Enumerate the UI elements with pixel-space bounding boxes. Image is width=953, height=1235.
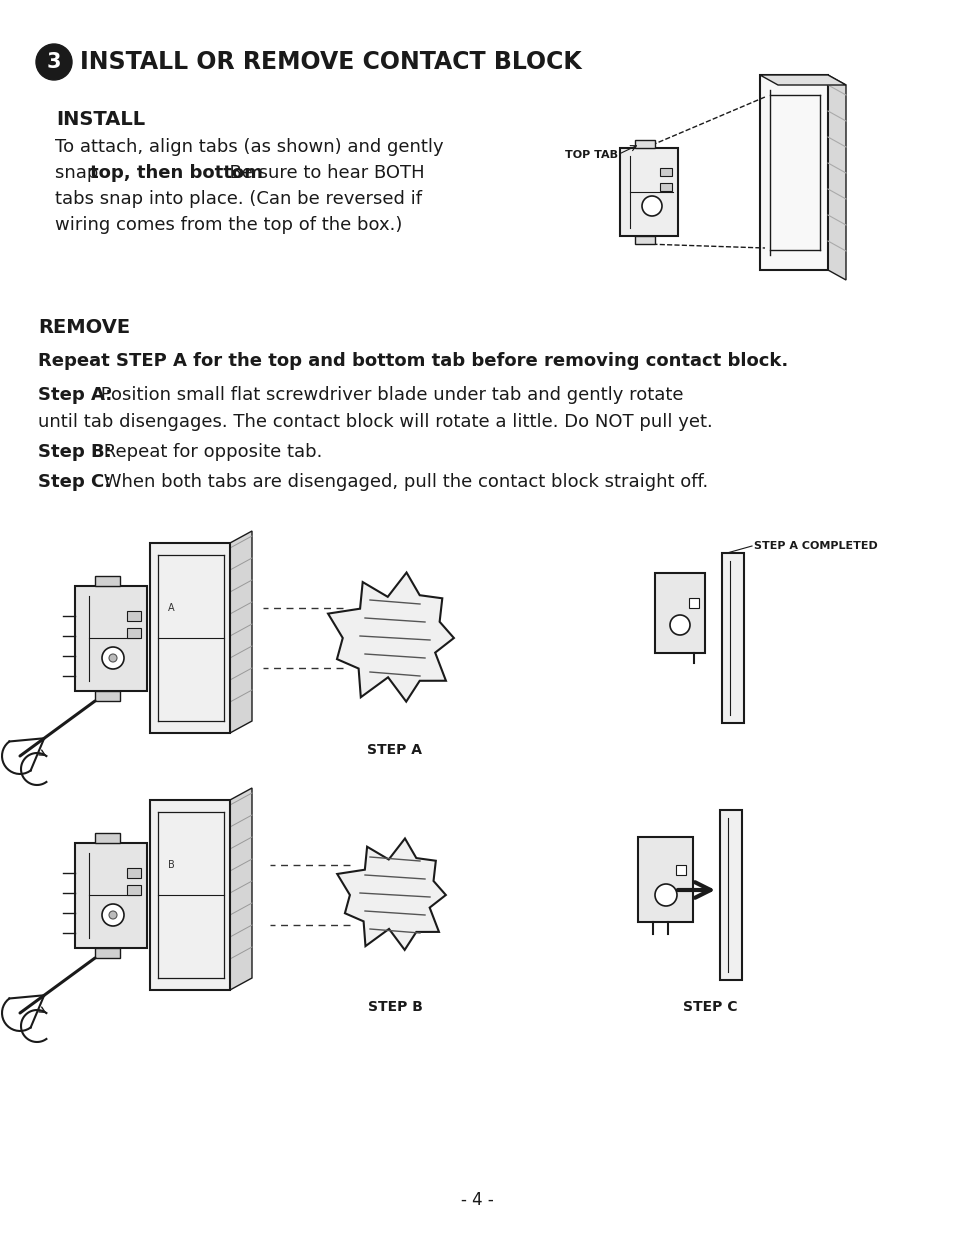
Text: STEP C: STEP C bbox=[682, 1000, 737, 1014]
Text: A: A bbox=[168, 603, 174, 613]
Text: snap: snap bbox=[55, 164, 104, 182]
Text: REMOVE: REMOVE bbox=[38, 317, 130, 337]
Text: INSTALL OR REMOVE CONTACT BLOCK: INSTALL OR REMOVE CONTACT BLOCK bbox=[80, 49, 581, 74]
Circle shape bbox=[109, 655, 117, 662]
Bar bbox=[659, 183, 671, 191]
Text: Repeat STEP A for the top and bottom tab before removing contact block.: Repeat STEP A for the top and bottom tab… bbox=[38, 352, 787, 370]
Text: top, then bottom: top, then bottom bbox=[90, 164, 263, 182]
Bar bbox=[659, 168, 671, 177]
Text: INSTALL: INSTALL bbox=[56, 110, 145, 128]
Polygon shape bbox=[760, 75, 845, 85]
Polygon shape bbox=[230, 788, 252, 990]
Text: STEP A COMPLETED: STEP A COMPLETED bbox=[753, 541, 877, 551]
Bar bbox=[638, 837, 692, 923]
Text: 3: 3 bbox=[47, 52, 61, 72]
Text: Step C:: Step C: bbox=[38, 473, 112, 492]
Text: Position small flat screwdriver blade under tab and gently rotate: Position small flat screwdriver blade un… bbox=[95, 387, 682, 404]
Bar bbox=[676, 864, 685, 876]
Circle shape bbox=[655, 884, 677, 906]
Text: Step B:: Step B: bbox=[38, 443, 112, 461]
Circle shape bbox=[102, 647, 124, 669]
Bar bbox=[635, 140, 655, 148]
Bar bbox=[95, 832, 120, 844]
Bar bbox=[619, 148, 678, 236]
Bar bbox=[721, 553, 743, 722]
Bar bbox=[760, 75, 827, 270]
Bar bbox=[720, 810, 741, 981]
Bar bbox=[635, 236, 655, 245]
Bar bbox=[655, 573, 704, 653]
Bar bbox=[150, 800, 230, 990]
Text: wiring comes from the top of the box.): wiring comes from the top of the box.) bbox=[55, 216, 402, 233]
Polygon shape bbox=[328, 573, 454, 701]
Bar bbox=[127, 629, 141, 638]
Text: - 4 -: - 4 - bbox=[460, 1191, 493, 1209]
Circle shape bbox=[669, 615, 689, 635]
Text: B: B bbox=[168, 860, 174, 869]
Circle shape bbox=[36, 44, 71, 80]
Polygon shape bbox=[230, 531, 252, 734]
Text: TOP TAB: TOP TAB bbox=[564, 149, 618, 161]
Bar bbox=[127, 885, 141, 895]
Bar bbox=[75, 844, 147, 948]
Circle shape bbox=[109, 911, 117, 919]
Text: . Be sure to hear BOTH: . Be sure to hear BOTH bbox=[218, 164, 424, 182]
Text: STEP A: STEP A bbox=[367, 743, 422, 757]
Bar bbox=[95, 576, 120, 585]
Bar bbox=[688, 598, 699, 608]
Text: When both tabs are disengaged, pull the contact block straight off.: When both tabs are disengaged, pull the … bbox=[98, 473, 707, 492]
Circle shape bbox=[102, 904, 124, 926]
Text: To attach, align tabs (as shown) and gently: To attach, align tabs (as shown) and gen… bbox=[55, 138, 443, 156]
Bar bbox=[95, 948, 120, 958]
Text: STEP B: STEP B bbox=[367, 1000, 422, 1014]
Circle shape bbox=[641, 196, 661, 216]
Polygon shape bbox=[336, 839, 445, 950]
Bar bbox=[150, 543, 230, 734]
Bar bbox=[127, 868, 141, 878]
Text: Step A:: Step A: bbox=[38, 387, 112, 404]
Bar bbox=[95, 692, 120, 701]
Bar bbox=[75, 585, 147, 692]
Polygon shape bbox=[827, 75, 845, 280]
Bar bbox=[127, 611, 141, 621]
Text: until tab disengages. The contact block will rotate a little. Do NOT pull yet.: until tab disengages. The contact block … bbox=[38, 412, 712, 431]
Text: tabs snap into place. (Can be reversed if: tabs snap into place. (Can be reversed i… bbox=[55, 190, 421, 207]
Text: Repeat for opposite tab.: Repeat for opposite tab. bbox=[98, 443, 322, 461]
